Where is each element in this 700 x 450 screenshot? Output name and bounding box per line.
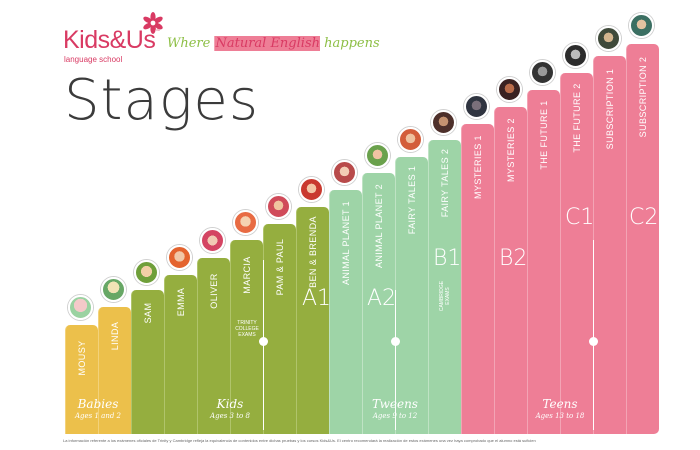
character-avatar <box>431 110 456 135</box>
brand-name: Kids&Us <box>63 26 156 54</box>
stage-column: EMMA <box>164 275 197 434</box>
character-avatar <box>299 177 324 202</box>
tagline-part-2: Natural English <box>214 36 320 51</box>
character-avatar <box>530 60 555 85</box>
stage-label: SUBSCRIPTION 1 <box>605 68 615 150</box>
trinity-note-line: EXAMS <box>238 332 256 338</box>
trinity-note-line: COLLEGE <box>235 326 259 332</box>
stage-label: SUBSCRIPTION 2 <box>638 56 648 138</box>
stage-column: OLIVER <box>197 258 230 434</box>
group-babies: Babies Ages 1 and 2 <box>65 397 131 420</box>
group-kids: Kids Ages 3 to 8 <box>131 397 329 420</box>
trinity-exam-note: TRINITY COLLEGE EXAMS <box>235 320 259 338</box>
level-divider-line <box>593 240 594 430</box>
stage-label: MYSTERIES 1 <box>473 135 483 199</box>
level-label: C2 <box>629 205 659 230</box>
group-label: Teens <box>542 397 578 411</box>
stage-label: BEN & BRENDA <box>308 216 318 288</box>
tagline-part-1: Where <box>167 36 215 51</box>
stage-column: MOUSY <box>65 325 98 434</box>
stage-column: LINDA <box>98 307 131 434</box>
level-dot <box>589 337 598 346</box>
level-dot <box>259 337 268 346</box>
stage-label: MYSTERIES 2 <box>506 118 516 182</box>
character-avatar <box>365 143 390 168</box>
group-tweens: Tweens Ages 9 to 12 <box>329 397 461 420</box>
level-dot <box>391 337 400 346</box>
stage-column: SAM <box>131 290 164 434</box>
stage-label: MOUSY <box>77 340 87 376</box>
group-teens: Teens Ages 13 to 18 <box>461 397 659 420</box>
stage-label: FAIRY TALES 2 <box>440 148 450 218</box>
trinity-note-line: TRINITY <box>237 320 257 326</box>
stage-label: THE FUTURE 1 <box>539 100 549 170</box>
stage-label: PAM & PAUL <box>275 238 285 296</box>
cambridge-exam-note: CAMBRIDGE EXAMS <box>439 281 451 311</box>
character-avatar <box>101 277 126 302</box>
level-label: A2 <box>367 286 397 311</box>
stage-label: EMMA <box>176 287 186 317</box>
group-label: Babies <box>77 397 119 411</box>
stage-label: ANIMAL PLANET 2 <box>374 183 384 269</box>
character-avatar <box>233 210 258 235</box>
character-avatar <box>332 160 357 185</box>
tagline: Where Natural English happens <box>167 36 380 51</box>
stage-column: SUBSCRIPTION 2 <box>626 44 659 434</box>
character-avatar <box>596 26 621 51</box>
stage-label: ANIMAL PLANET 1 <box>341 200 351 286</box>
stage-column: SUBSCRIPTION 1 <box>593 56 626 434</box>
group-ages: Ages 13 to 18 <box>535 412 585 420</box>
group-label: Tweens <box>372 397 418 411</box>
stage-column: ANIMAL PLANET 2 <box>362 173 395 434</box>
stage-column: MYSTERIES 2 <box>494 107 527 434</box>
stage-column: MARCIA TRINITY COLLEGE EXAMS <box>230 240 263 434</box>
stage-column: THE FUTURE 2 <box>560 73 593 434</box>
cambridge-note-line: EXAMS <box>445 287 451 305</box>
brand-subtitle: language school <box>64 55 123 64</box>
level-label: B1 <box>433 246 462 271</box>
stage-column: THE FUTURE 1 <box>527 90 560 434</box>
stage-label: LINDA <box>110 321 120 351</box>
stage-label: OLIVER <box>209 273 219 309</box>
stage-column: FAIRY TALES 2 CAMBRIDGE EXAMS <box>428 140 461 434</box>
character-avatar <box>497 77 522 102</box>
group-ages: Ages 1 and 2 <box>74 412 122 420</box>
flower-icon <box>143 12 163 34</box>
character-avatar <box>134 260 159 285</box>
brand-logo: Kids&Us® language school <box>63 26 161 64</box>
level-divider-line <box>395 290 396 430</box>
character-avatar <box>629 13 654 38</box>
brand-reg-mark: ® <box>155 26 161 33</box>
footnote: La información referente a los exámenes … <box>63 438 536 443</box>
group-label: Kids <box>216 397 244 411</box>
stage-column: BEN & BRENDA <box>296 207 329 434</box>
tagline-part-3: happens <box>320 36 380 51</box>
stage-label: SAM <box>143 302 153 324</box>
level-label: B2 <box>499 246 528 271</box>
level-label: A1 <box>302 286 332 311</box>
stage-column: ANIMAL PLANET 1 <box>329 190 362 434</box>
character-avatar <box>68 295 93 320</box>
stage-label: THE FUTURE 2 <box>572 83 582 153</box>
group-ages: Ages 3 to 8 <box>210 412 250 420</box>
level-label: C1 <box>565 205 595 230</box>
character-avatar <box>563 43 588 68</box>
character-avatar <box>266 194 291 219</box>
page-title: Stages <box>64 68 260 133</box>
stage-column: MYSTERIES 1 <box>461 124 494 434</box>
character-avatar <box>167 245 192 270</box>
stage-label: MARCIA <box>242 256 252 294</box>
character-avatar <box>398 127 423 152</box>
character-avatar <box>200 228 225 253</box>
stage-column: FAIRY TALES 1 <box>395 157 428 434</box>
stage-label: FAIRY TALES 1 <box>407 165 417 235</box>
character-avatar <box>464 94 489 119</box>
group-ages: Ages 9 to 12 <box>372 412 418 420</box>
